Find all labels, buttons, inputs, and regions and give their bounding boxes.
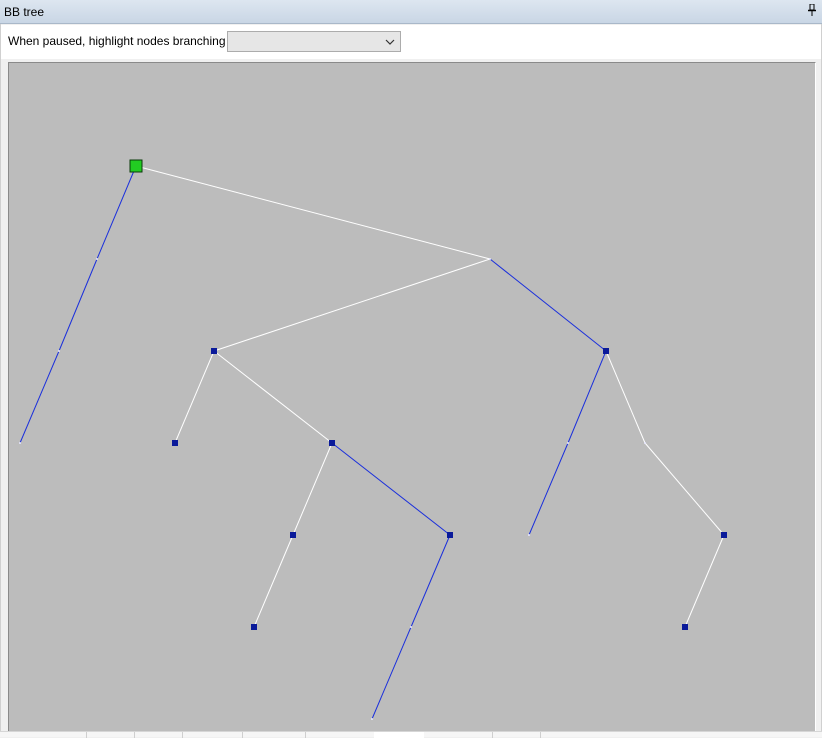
tab-divider: [134, 732, 135, 738]
tree-edge: [96, 165, 137, 260]
tree-node[interactable]: [682, 624, 688, 630]
tree-edge: [213, 350, 333, 444]
tree-edge: [213, 258, 491, 352]
tab-divider: [492, 732, 493, 738]
tree-edge: [644, 442, 725, 536]
tree-edge: [371, 626, 412, 720]
tab-divider: [182, 732, 183, 738]
tree-edge: [253, 534, 294, 628]
tab-divider: [242, 732, 243, 738]
tree-edge: [19, 350, 60, 444]
highlight-label: When paused, highlight nodes branching o…: [8, 34, 243, 48]
tree-node[interactable]: [290, 532, 296, 538]
tree-node-tick[interactable]: [96, 258, 98, 260]
tree-node[interactable]: [447, 532, 453, 538]
tree-node[interactable]: [211, 348, 217, 354]
tree-node-tick[interactable]: [410, 626, 412, 628]
tree-edge: [567, 350, 607, 444]
tree-edge: [292, 442, 333, 536]
tree-node[interactable]: [172, 440, 178, 446]
tree-edge: [331, 442, 451, 536]
tree-edge: [410, 534, 451, 628]
pin-icon[interactable]: [807, 3, 817, 19]
bb-tree-graph: [19, 159, 727, 720]
tree-edge: [528, 442, 569, 536]
highlight-branching-select[interactable]: [227, 31, 401, 52]
tree-edge: [58, 258, 98, 352]
tree-edge: [135, 165, 491, 260]
tree-node[interactable]: [721, 532, 727, 538]
tree-node[interactable]: [251, 624, 257, 630]
tree-node[interactable]: [603, 348, 609, 354]
highlight-toolbar: When paused, highlight nodes branching o…: [0, 25, 822, 59]
panel-titlebar: BB tree: [0, 0, 822, 24]
tree-node-current[interactable]: [129, 159, 143, 173]
bb-tree-canvas[interactable]: [8, 62, 816, 732]
tree-node[interactable]: [329, 440, 335, 446]
chevron-down-icon: [384, 36, 396, 48]
panel-border-left: [0, 24, 1, 737]
tree-branch-point[interactable]: [489, 258, 491, 260]
tree-node-tick[interactable]: [528, 534, 530, 536]
panel-title: BB tree: [4, 5, 45, 19]
tree-edge: [489, 258, 607, 352]
tree-node-tick[interactable]: [567, 442, 569, 444]
tree-edge: [684, 534, 725, 628]
tree-node-tick[interactable]: [19, 442, 21, 444]
tree-branch-point[interactable]: [644, 442, 646, 444]
tab-divider: [305, 732, 306, 738]
tree-edge: [605, 350, 646, 444]
bottom-tab-strip: [0, 731, 822, 738]
tree-edge: [174, 350, 215, 444]
tree-node-tick[interactable]: [58, 350, 60, 352]
tree-node-tick[interactable]: [371, 718, 373, 720]
tab-divider: [86, 732, 87, 738]
tab-divider: [540, 732, 541, 738]
tab-active: [374, 732, 424, 738]
